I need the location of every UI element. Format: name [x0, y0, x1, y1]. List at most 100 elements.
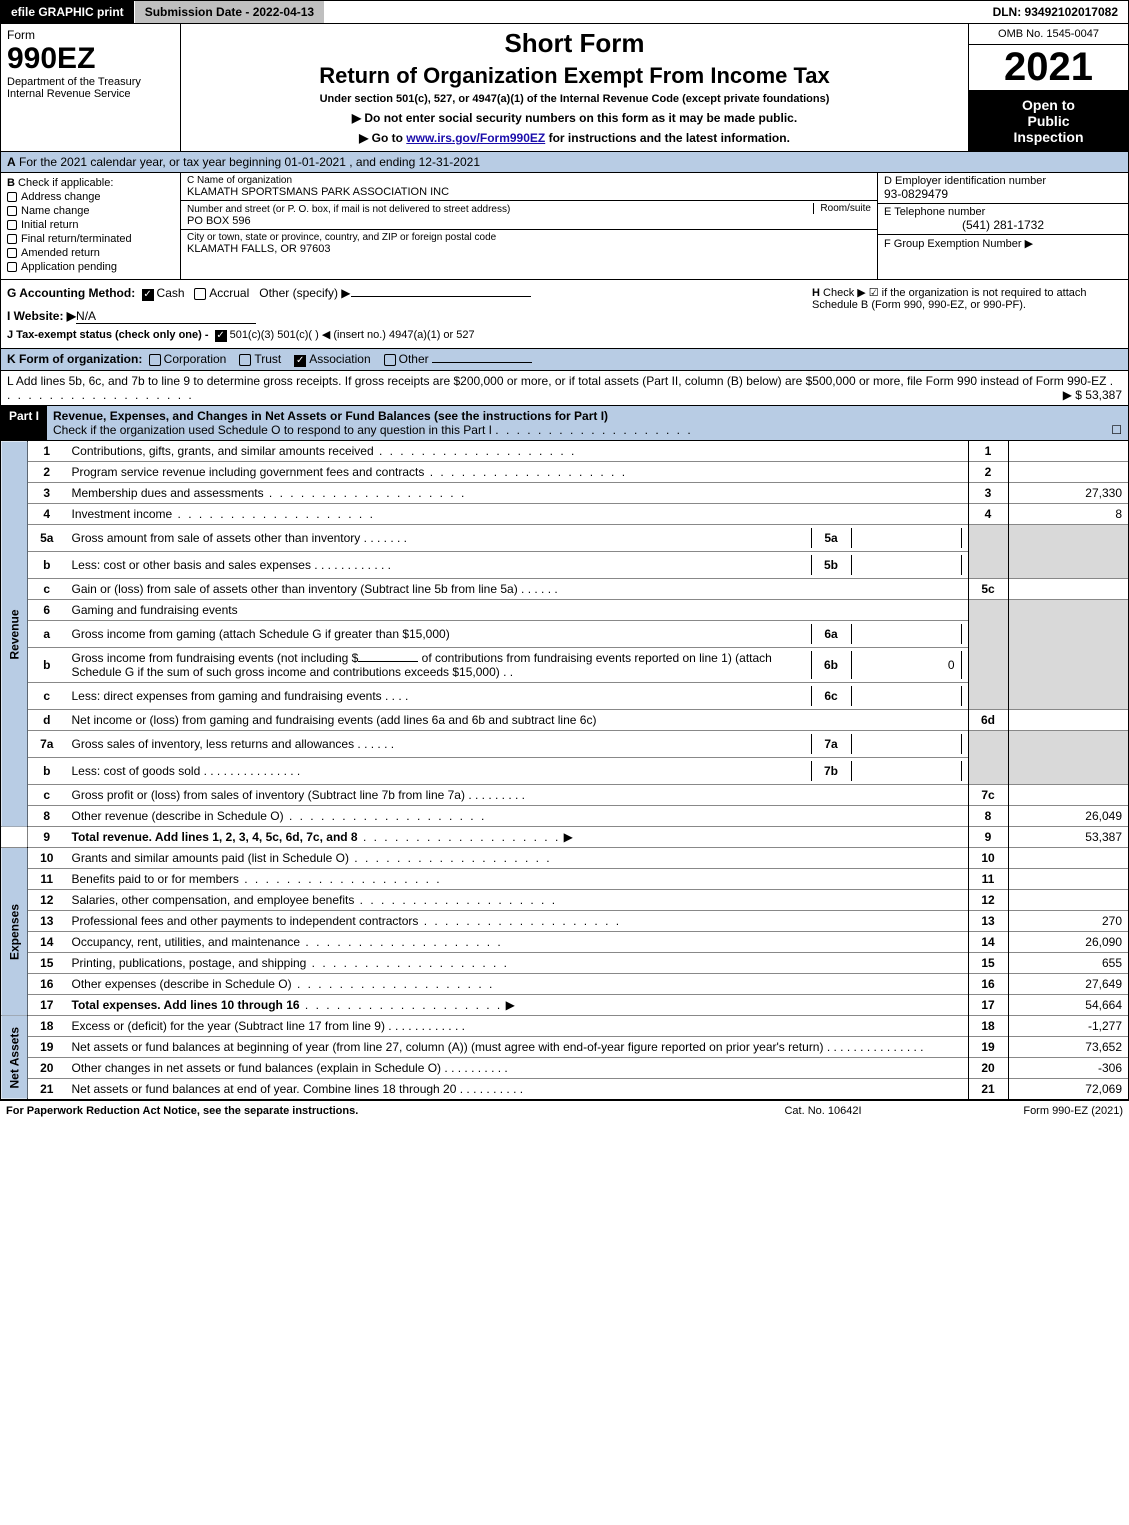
- dln-label: DLN: 93492102017082: [983, 1, 1128, 23]
- row-l: L Add lines 5b, 6c, and 7b to line 9 to …: [0, 371, 1129, 406]
- efile-print-button[interactable]: efile GRAPHIC print: [1, 1, 135, 23]
- row-a-label: A: [7, 155, 16, 169]
- form-number: 990EZ: [7, 42, 174, 76]
- submission-date-label: Submission Date - 2022-04-13: [135, 1, 325, 23]
- revenue-side-label: Revenue: [1, 441, 28, 827]
- top-bar: efile GRAPHIC print Submission Date - 20…: [0, 0, 1129, 24]
- form-id-block: Form 990EZ Department of the Treasury In…: [1, 24, 181, 151]
- paperwork-notice: For Paperwork Reduction Act Notice, see …: [6, 1105, 723, 1117]
- line-15: 15 Printing, publications, postage, and …: [1, 953, 1128, 974]
- row-a-text: For the 2021 calendar year, or tax year …: [16, 155, 480, 169]
- form-subtitle: Under section 501(c), 527, or 4947(a)(1)…: [189, 93, 960, 105]
- line-1: Revenue 1 Contributions, gifts, grants, …: [1, 441, 1128, 462]
- k-label: K Form of organization:: [7, 352, 146, 366]
- line-2: 2 Program service revenue including gove…: [1, 462, 1128, 483]
- h-label: H: [812, 287, 820, 299]
- rows-g-h-i-j: G Accounting Method: ✓Cash Accrual Other…: [0, 280, 1129, 349]
- column-c-org: C Name of organization KLAMATH SPORTSMAN…: [181, 173, 878, 279]
- form-title: Return of Organization Exempt From Incom…: [189, 63, 960, 89]
- irs-link[interactable]: www.irs.gov/Form990EZ: [406, 131, 545, 145]
- org-name-row: C Name of organization KLAMATH SPORTSMAN…: [181, 173, 877, 201]
- goto-suffix: for instructions and the latest informat…: [545, 131, 790, 145]
- inspect-line3: Inspection: [973, 129, 1124, 145]
- other-input[interactable]: [351, 296, 531, 297]
- form-ref: Form 990-EZ (2021): [923, 1105, 1123, 1117]
- org-info-section: B Check if applicable: Address change Na…: [0, 173, 1129, 280]
- j-label: J Tax-exempt status (check only one) -: [7, 329, 212, 341]
- goto-prefix: ▶ Go to: [359, 131, 406, 145]
- line-14: 14 Occupancy, rent, utilities, and maint…: [1, 932, 1128, 953]
- dept-irs: Internal Revenue Service: [7, 88, 174, 100]
- column-b-checkboxes: B Check if applicable: Address change Na…: [1, 173, 181, 279]
- website-value: N/A: [76, 309, 256, 324]
- line-6: 6 Gaming and fundraising events: [1, 600, 1128, 621]
- ck-name-change[interactable]: Name change: [7, 205, 174, 217]
- other-org-input[interactable]: [432, 362, 532, 363]
- part1-check[interactable]: ☐: [1111, 423, 1122, 437]
- accounting-method: G Accounting Method: ✓Cash Accrual Other…: [7, 286, 802, 301]
- assoc-checked-icon: ✓: [294, 355, 306, 367]
- tax-exempt-status: J Tax-exempt status (check only one) - ✓…: [7, 328, 802, 342]
- row-h: H Check ▶ ☑ if the organization is not r…: [802, 286, 1122, 342]
- ssn-note: ▶ Do not enter social security numbers o…: [189, 111, 960, 125]
- line-13: 13 Professional fees and other payments …: [1, 911, 1128, 932]
- part1-label: Part I: [1, 406, 47, 440]
- other-checkbox[interactable]: [384, 354, 396, 366]
- j-options: 501(c)(3) 501(c)( ) ◀ (insert no.) 4947(…: [230, 329, 475, 341]
- inspection-badge: Open to Public Inspection: [969, 90, 1128, 151]
- line-20: 20 Other changes in net assets or fund b…: [1, 1058, 1128, 1079]
- form-header: Form 990EZ Department of the Treasury In…: [0, 24, 1129, 152]
- phone-value: (541) 281-1732: [884, 218, 1122, 232]
- l-value: ▶ $ 53,387: [1063, 388, 1122, 402]
- b-title: Check if applicable:: [15, 177, 113, 189]
- group-exemption-row: F Group Exemption Number ▶: [878, 235, 1128, 252]
- line-18: Net Assets 18 Excess or (deficit) for th…: [1, 1016, 1128, 1037]
- part1-title: Revenue, Expenses, and Changes in Net As…: [47, 406, 1128, 440]
- rows-g-i-j: G Accounting Method: ✓Cash Accrual Other…: [7, 286, 802, 342]
- line-6d: d Net income or (loss) from gaming and f…: [1, 710, 1128, 731]
- ck-application-pending[interactable]: Application pending: [7, 261, 174, 273]
- form-label: Form: [7, 28, 174, 42]
- other-label: Other (specify) ▶: [259, 286, 350, 300]
- g-label: G Accounting Method:: [7, 286, 139, 300]
- row-a-taxyear: A For the 2021 calendar year, or tax yea…: [0, 152, 1129, 173]
- part1-title-text: Revenue, Expenses, and Changes in Net As…: [53, 409, 608, 423]
- addr-label: Number and street (or P. O. box, if mail…: [187, 204, 510, 215]
- ein-value: 93-0829479: [884, 187, 1122, 201]
- line-5a: 5a Gross amount from sale of assets othe…: [1, 525, 1128, 552]
- line-9: 9 Total revenue. Add lines 1, 2, 3, 4, 5…: [1, 827, 1128, 848]
- line-6c: c Less: direct expenses from gaming and …: [1, 683, 1128, 710]
- org-city-row: City or town, state or province, country…: [181, 230, 877, 257]
- line-19: 19 Net assets or fund balances at beginn…: [1, 1037, 1128, 1058]
- corp-checkbox[interactable]: [149, 354, 161, 366]
- line-7b: b Less: cost of goods sold . . . . . . .…: [1, 758, 1128, 785]
- f-label: F Group Exemption Number ▶: [884, 237, 1122, 250]
- trust-checkbox[interactable]: [239, 354, 251, 366]
- ck-amended-return[interactable]: Amended return: [7, 247, 174, 259]
- ck-final-return[interactable]: Final return/terminated: [7, 233, 174, 245]
- e-label: E Telephone number: [884, 206, 1122, 218]
- h-text: Check ▶ ☑ if the organization is not req…: [812, 287, 1087, 311]
- fundraising-amount-input[interactable]: [358, 661, 418, 662]
- form-meta-block: OMB No. 1545-0047 2021 Open to Public In…: [968, 24, 1128, 151]
- l-text: L Add lines 5b, 6c, and 7b to line 9 to …: [7, 374, 1106, 388]
- room-label: Room/suite: [813, 203, 871, 214]
- inspect-line2: Public: [973, 113, 1124, 129]
- column-de: D Employer identification number 93-0829…: [878, 173, 1128, 279]
- netassets-side-label: Net Assets: [1, 1016, 28, 1100]
- line-8: 8 Other revenue (describe in Schedule O)…: [1, 806, 1128, 827]
- line-4: 4 Investment income 4 8: [1, 504, 1128, 525]
- accrual-checkbox[interactable]: [194, 288, 206, 300]
- short-form-label: Short Form: [189, 28, 960, 59]
- ck-address-change[interactable]: Address change: [7, 191, 174, 203]
- tax-year: 2021: [969, 45, 1128, 90]
- line-5c: c Gain or (loss) from sale of assets oth…: [1, 579, 1128, 600]
- ck-initial-return[interactable]: Initial return: [7, 219, 174, 231]
- inspect-line1: Open to: [973, 97, 1124, 113]
- row-k: K Form of organization: Corporation Trus…: [0, 349, 1129, 371]
- form-title-block: Short Form Return of Organization Exempt…: [181, 24, 968, 151]
- part1-subtitle: Check if the organization used Schedule …: [53, 423, 492, 437]
- accrual-label: Accrual: [209, 286, 249, 300]
- org-city: KLAMATH FALLS, OR 97603: [187, 243, 871, 255]
- d-label: D Employer identification number: [884, 175, 1122, 187]
